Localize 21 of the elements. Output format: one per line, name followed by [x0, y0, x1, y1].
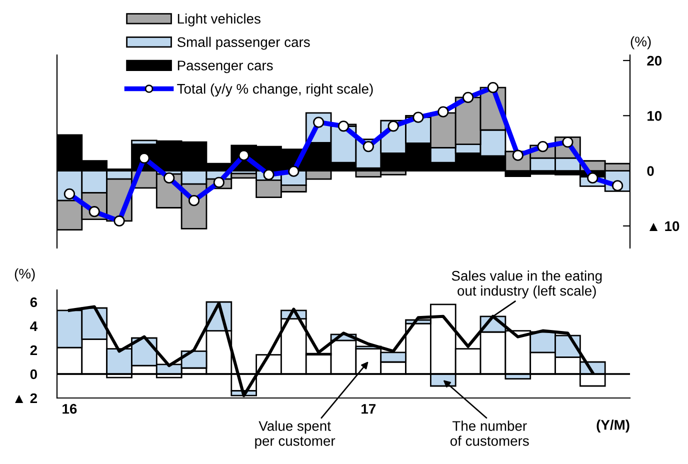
- legend-label: Passenger cars: [178, 60, 273, 74]
- text: The number of customers: [450, 420, 529, 446]
- y-tick-label: 0: [30, 369, 37, 380]
- legend-label: Light vehicles: [178, 13, 260, 26]
- y-tick-label: 0: [647, 166, 654, 176]
- text: Value spent per customer: [255, 420, 336, 449]
- y-axis-title: (%): [630, 36, 651, 50]
- y-tick-label: 20: [647, 56, 662, 66]
- x-tick-label: 16: [62, 404, 77, 414]
- y-tick-label: 6: [30, 297, 38, 308]
- series-label: Sales value in the eating out industry (left scale): [452, 270, 602, 298]
- y-tick-label: 2: [30, 345, 37, 356]
- x-axis-title: (Y/M): [596, 420, 630, 433]
- y-tick-label: ▲ 2: [15, 393, 37, 404]
- x-tick-label: 17: [362, 404, 376, 414]
- y-tick-label: 4: [30, 321, 38, 332]
- y-tick-label: 10: [648, 110, 662, 121]
- legend-label: Small passenger cars: [177, 36, 310, 50]
- y-axis-title: (%): [14, 268, 35, 282]
- y-tick-label: ▲ 10: [649, 221, 680, 232]
- legend-label: Total (y/y % change, right scale): [177, 84, 373, 96]
